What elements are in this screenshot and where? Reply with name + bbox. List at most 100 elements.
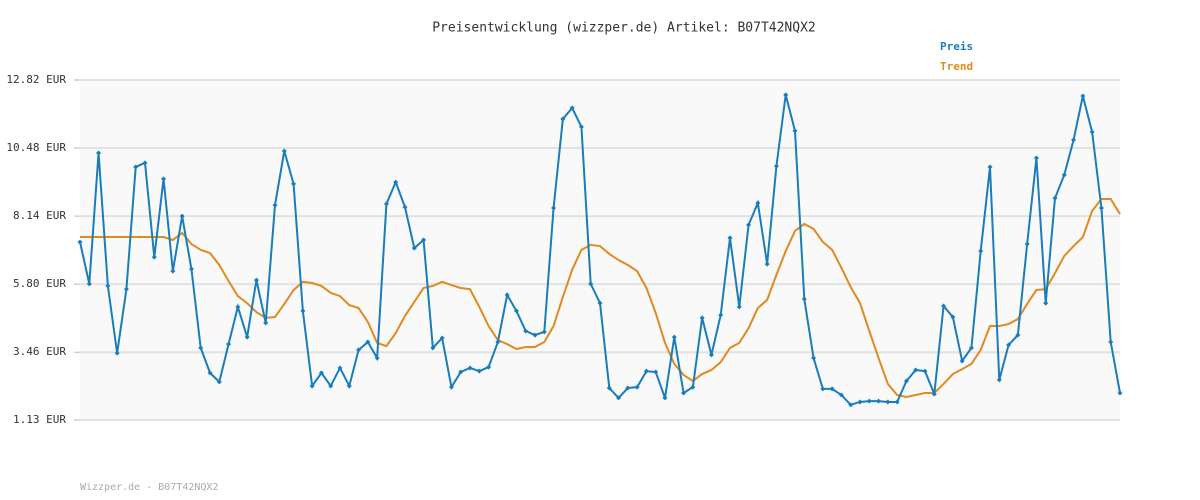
data-point — [690, 384, 696, 390]
data-point — [922, 368, 928, 374]
data-point — [801, 296, 807, 302]
data-point — [504, 292, 510, 298]
data-point — [170, 268, 176, 274]
data-point — [188, 266, 194, 272]
data-point — [86, 281, 92, 287]
data-point — [402, 204, 408, 210]
data-point — [978, 248, 984, 254]
data-point — [207, 370, 213, 376]
data-point — [374, 355, 380, 361]
data-point — [588, 281, 594, 287]
data-point — [560, 116, 566, 122]
data-point — [467, 365, 473, 371]
footer: Wizzper.de - B07T42NQX2 — [80, 482, 218, 493]
data-point — [253, 277, 259, 283]
data-point — [885, 399, 891, 405]
data-point — [365, 339, 371, 345]
data-point — [272, 202, 278, 208]
data-point — [96, 150, 102, 156]
data-point — [1117, 390, 1123, 396]
data-point — [968, 345, 974, 351]
data-point — [1080, 93, 1086, 99]
data-point — [569, 105, 575, 111]
data-point — [235, 304, 241, 310]
y-tick-label: 10.48 EUR — [6, 141, 66, 154]
data-point — [411, 245, 417, 251]
data-point — [1052, 195, 1058, 201]
plot-area — [80, 80, 1120, 420]
data-point — [606, 385, 612, 391]
data-point — [903, 378, 909, 384]
data-point — [328, 383, 334, 389]
data-point — [616, 395, 622, 401]
data-point — [114, 350, 120, 356]
y-tick-label: 1.13 EUR — [13, 413, 66, 426]
data-point — [653, 369, 659, 375]
data-point — [662, 395, 668, 401]
data-point — [941, 303, 947, 309]
data-point — [848, 402, 854, 408]
data-point — [476, 368, 482, 374]
data-point — [458, 369, 464, 375]
data-point — [356, 347, 362, 353]
y-tick-label: 5.80 EUR — [13, 277, 66, 290]
data-point — [1061, 172, 1067, 178]
data-point — [987, 164, 993, 170]
data-point — [681, 390, 687, 396]
data-point — [829, 386, 835, 392]
data-point — [263, 320, 269, 326]
data-point — [337, 365, 343, 371]
data-point — [123, 286, 129, 292]
data-point — [838, 392, 844, 398]
data-point — [820, 386, 826, 392]
data-point — [142, 160, 148, 166]
data-point — [291, 181, 297, 187]
data-point — [876, 398, 882, 404]
data-point — [625, 385, 631, 391]
data-point — [718, 312, 724, 318]
data-point — [773, 163, 779, 169]
y-tick-label: 12.82 EUR — [6, 73, 66, 86]
data-point — [281, 148, 287, 154]
data-point — [950, 314, 956, 320]
data-point — [486, 364, 492, 370]
data-point — [931, 391, 937, 397]
data-point — [300, 308, 306, 314]
data-point — [226, 341, 232, 347]
data-point — [866, 398, 872, 404]
data-point — [161, 176, 167, 182]
data-point — [792, 128, 798, 134]
data-point — [643, 368, 649, 374]
data-point — [244, 334, 250, 340]
data-point — [1089, 129, 1095, 135]
data-point — [913, 367, 919, 373]
data-point — [959, 358, 965, 364]
data-point — [1033, 155, 1039, 161]
data-point — [634, 384, 640, 390]
data-point — [1006, 342, 1012, 348]
data-point — [495, 339, 501, 345]
data-point — [393, 179, 399, 185]
data-point — [513, 308, 519, 314]
data-point — [783, 92, 789, 98]
data-point — [708, 352, 714, 358]
data-point — [699, 315, 705, 321]
data-point — [346, 383, 352, 389]
data-point — [597, 300, 603, 306]
data-point — [671, 334, 677, 340]
data-point — [1043, 300, 1049, 306]
data-point — [894, 399, 900, 405]
data-point — [996, 377, 1002, 383]
data-point — [77, 239, 83, 245]
data-point — [309, 383, 315, 389]
data-point — [764, 261, 770, 267]
data-point — [383, 201, 389, 207]
data-point — [1098, 205, 1104, 211]
data-point — [523, 328, 529, 334]
data-point — [727, 235, 733, 241]
data-point — [1071, 137, 1077, 143]
legend-label: Preis — [940, 40, 973, 53]
data-point — [857, 399, 863, 405]
